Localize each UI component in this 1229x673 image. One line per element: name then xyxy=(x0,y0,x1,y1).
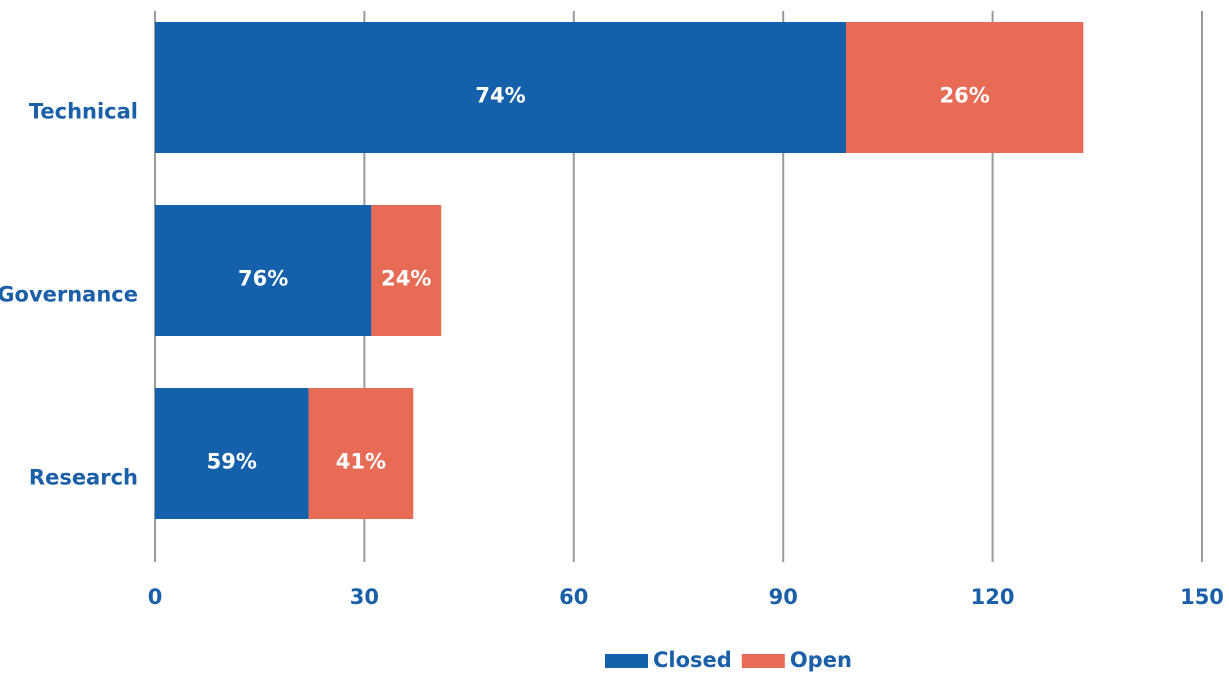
x-tick-label: 0 xyxy=(148,585,163,609)
bar xyxy=(846,22,1084,153)
y-tick-label: Research xyxy=(29,466,138,490)
bar xyxy=(155,22,847,153)
bar xyxy=(308,388,414,519)
y-tick-label: Technical xyxy=(29,100,138,124)
bar xyxy=(371,205,442,336)
bar xyxy=(155,205,372,336)
value-label: 74% xyxy=(475,84,525,108)
value-label: 24% xyxy=(381,267,431,291)
x-tick-label: 30 xyxy=(350,585,379,609)
value-label: 41% xyxy=(336,450,386,474)
legend-label: Open xyxy=(790,648,852,672)
bar xyxy=(155,388,309,519)
legend-swatch xyxy=(741,654,785,668)
x-tick-label: 150 xyxy=(1180,585,1224,609)
legend-label: Closed xyxy=(653,648,732,672)
x-tick-label: 60 xyxy=(559,585,588,609)
x-tick-label: 90 xyxy=(769,585,798,609)
value-label: 26% xyxy=(940,84,990,108)
x-tick-label: 120 xyxy=(971,585,1015,609)
y-tick-label: Governance xyxy=(0,283,138,307)
value-label: 59% xyxy=(207,450,257,474)
value-label: 76% xyxy=(238,267,288,291)
legend-swatch xyxy=(605,654,648,668)
